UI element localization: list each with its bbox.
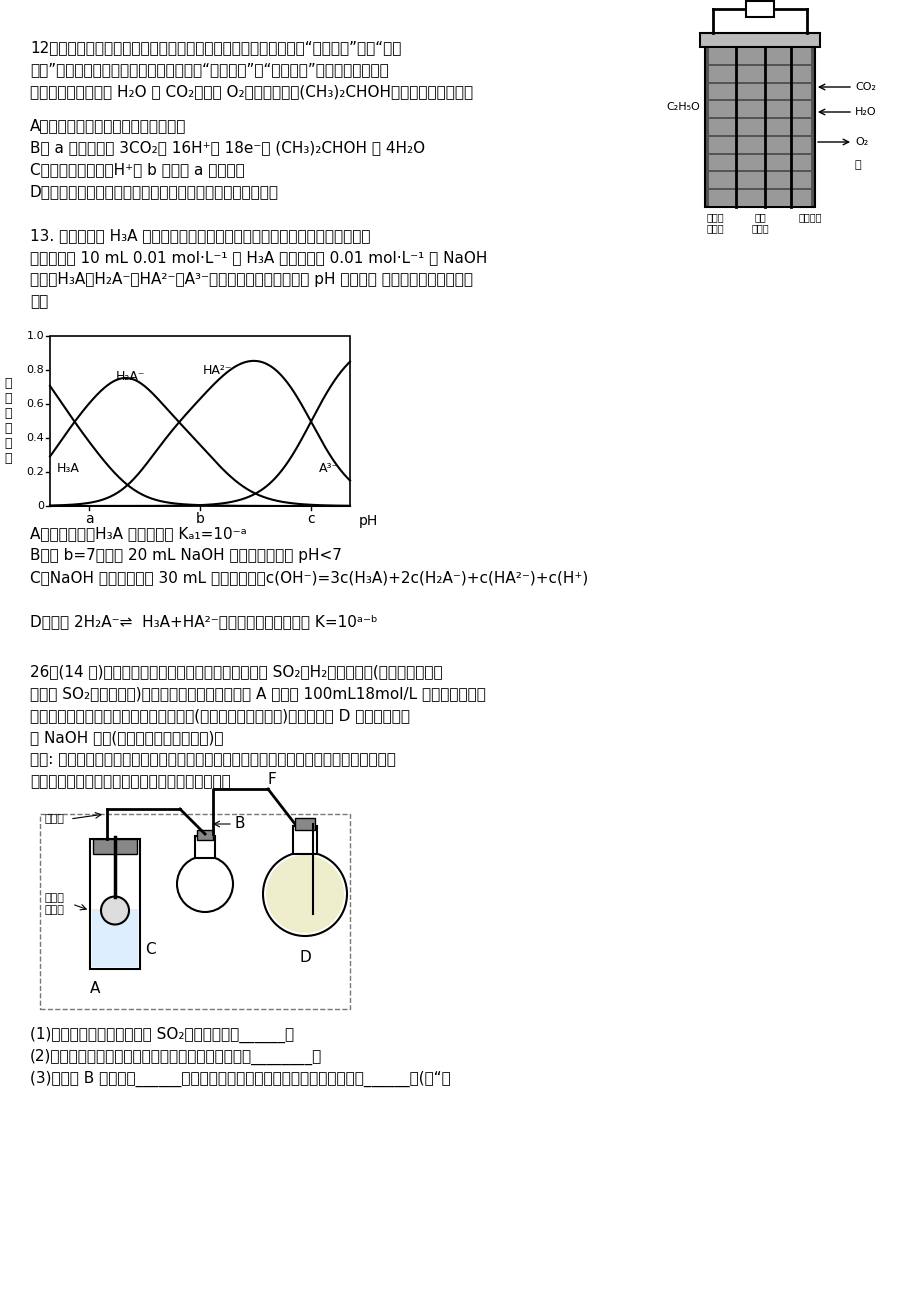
Text: A: A [90, 980, 100, 996]
Text: pH: pH [358, 514, 377, 529]
Bar [709, 102, 811, 117]
Text: A³⁻: A³⁻ [319, 462, 339, 475]
Bar [292, 825, 317, 854]
Text: 0.6: 0.6 [27, 398, 44, 409]
Text: 光: 光 [854, 160, 861, 171]
Bar [90, 838, 140, 969]
Text: 离子
交换膜: 离子 交换膜 [751, 212, 768, 233]
Text: 的是: 的是 [30, 294, 48, 309]
Text: (3)长导管 B 的作用是______，如果没有这个设计，最终测定的临界浓度会______。(填“偏: (3)长导管 B 的作用是______，如果没有这个设计，最终测定的临界浓度会_… [30, 1072, 450, 1087]
Text: 0: 0 [37, 501, 44, 510]
Text: 多孔的
塑料球: 多孔的 塑料球 [45, 893, 65, 915]
Circle shape [176, 855, 233, 911]
Text: 塑料棒上的多孔塑料球内加入足量的锤粒(塑料棒可以上下移动)，在试实瓶 D 中加入足量的: 塑料棒上的多孔塑料球内加入足量的锤粒(塑料棒可以上下移动)，在试实瓶 D 中加入… [30, 708, 410, 723]
Bar [197, 829, 213, 840]
Text: H₂O: H₂O [854, 107, 876, 117]
Bar [709, 118, 811, 135]
Text: F: F [267, 772, 277, 786]
Bar [195, 836, 215, 858]
Text: 燃烧”，属于可再生绻色液态燃料。某模拟“人工树叶”的“液态阳光”电化学实验装置如: 燃烧”，属于可再生绻色液态燃料。某模拟“人工树叶”的“液态阳光”电化学实验装置如 [30, 62, 389, 77]
Text: 时，该反应速率会明显加快并伴有大量的热放出。: 时，该反应速率会明显加快并伴有大量的热放出。 [30, 773, 231, 789]
Text: (2)在组装仪器之后，加入试实之前必须进行的操作是________。: (2)在组装仪器之后，加入试实之前必须进行的操作是________。 [30, 1049, 322, 1065]
Text: C: C [145, 941, 155, 957]
Text: 0.4: 0.4 [27, 434, 44, 443]
Bar [709, 155, 811, 171]
Text: c: c [307, 512, 314, 526]
Bar [709, 172, 811, 189]
Text: HA²⁻: HA²⁻ [203, 363, 233, 376]
Bar [704, 47, 814, 207]
Text: H₃A: H₃A [56, 462, 79, 475]
Circle shape [263, 852, 346, 936]
Bar [699, 33, 819, 47]
Circle shape [101, 897, 129, 924]
Bar [709, 190, 811, 206]
Text: C．该装置工作时，H⁺从 b 极区向 a 极区迁移: C．该装置工作时，H⁺从 b 极区向 a 极区迁移 [30, 161, 244, 177]
Text: b: b [196, 512, 204, 526]
Text: C₂H₅O: C₂H₅O [665, 102, 699, 112]
Text: D．反应 2H₂A⁻⇌  H₃A+HA²⁻在该温度下的平衡常数 K=10ᵃ⁻ᵇ: D．反应 2H₂A⁻⇌ H₃A+HA²⁻在该温度下的平衡常数 K=10ᵃ⁻ᵇ [30, 615, 377, 629]
Text: CO₂: CO₂ [854, 82, 875, 92]
Text: C．NaOH 溶液的体积为 30 mL 时，溶液中：c(OH⁻)=3c(H₃A)+2c(H₂A⁻)+c(HA²⁻)+c(H⁺): C．NaOH 溶液的体积为 30 mL 时，溶液中：c(OH⁻)=3c(H₃A)… [30, 570, 587, 585]
Text: B． a 电极反应为 3CO₂＋ 16H⁺－ 18e⁻－ (CH₃)₂CHOH ＋ 4H₂O: B． a 电极反应为 3CO₂＋ 16H⁺－ 18e⁻－ (CH₃)₂CHOH … [30, 141, 425, 155]
Text: 26．(14 分)某研究小组同学为探究锤与硫酸反应生成 SO₂、H₂的临界浓度(浓硫酸能与锤反: 26．(14 分)某研究小组同学为探究锤与硫酸反应生成 SO₂、H₂的临界浓度(… [30, 664, 442, 680]
Bar [92, 909, 138, 967]
Text: 应生成 SO₂的最低浓度)设计了如下实验。在大试管 A 中加入 100mL18mol/L 硫酸，向连接在: 应生成 SO₂的最低浓度)设计了如下实验。在大试管 A 中加入 100mL18m… [30, 686, 485, 700]
Text: 已知: 锤与浓硫酸接触，开始时反应缓慢，可以适当加热以加速其反应，当有大量气泡生成: 已知: 锤与浓硫酸接触，开始时反应缓慢，可以适当加热以加速其反应，当有大量气泡生… [30, 753, 395, 767]
Text: A．该装置将化学能转化为光能和电能: A．该装置将化学能转化为光能和电能 [30, 118, 187, 133]
Text: 0.2: 0.2 [27, 467, 44, 477]
Bar [709, 137, 811, 152]
Text: 12．最近，中国科学家在《焦耳》杂志在线发表的一篇论文中首提“液态阳光”，即“太阳: 12．最近，中国科学家在《焦耳》杂志在线发表的一篇论文中首提“液态阳光”，即“太… [30, 40, 401, 55]
Text: A．该温度下，H₃A 的电离常数 Kₐ₁=10⁻ᵃ: A．该温度下，H₃A 的电离常数 Kₐ₁=10⁻ᵃ [30, 526, 246, 542]
Text: 光洗化学: 光洗化学 [798, 212, 821, 223]
Text: 0.8: 0.8 [27, 365, 44, 375]
Text: O₂: O₂ [854, 137, 868, 147]
Text: 塑料棒: 塑料棒 [45, 814, 65, 824]
Text: 13. 某三元罧酸 H₃A 在表面活性定、洗涤定、润滑定等方面具有重要的地位。: 13. 某三元罧酸 H₃A 在表面活性定、洗涤定、润滑定等方面具有重要的地位。 [30, 228, 370, 243]
Bar [709, 83, 811, 99]
Bar [40, 814, 349, 1009]
Text: 图所示，该装置能将 H₂O 和 CO₂转化为 O₂和燃料异丙醇(CH₃)₂CHOH。下列说法正确的是: 图所示，该装置能将 H₂O 和 CO₂转化为 O₂和燃料异丙醇(CH₃)₂CHO… [30, 85, 472, 99]
Text: D: D [299, 950, 311, 965]
Text: 电化学
制化学: 电化学 制化学 [706, 212, 723, 233]
Text: 常温时，向 10 mL 0.01 mol·L⁻¹ 的 H₃A 溶液中滴入 0.01 mol·L⁻¹ 的 NaOH: 常温时，向 10 mL 0.01 mol·L⁻¹ 的 H₃A 溶液中滴入 0.0… [30, 250, 487, 266]
Text: B．若 b=7，加入 20 mL NaOH 溶液时，溶液的 pH<7: B．若 b=7，加入 20 mL NaOH 溶液时，溶液的 pH<7 [30, 548, 342, 562]
Text: 溶液，H₃A、H₂A⁻、HA²⁻、A³⁻的物质的量分数与溶液的 pH 的关系如 图所示。下列说法错误: 溶液，H₃A、H₂A⁻、HA²⁻、A³⁻的物质的量分数与溶液的 pH 的关系如 … [30, 272, 472, 286]
Text: 物
质
的
量
分
数: 物 质 的 量 分 数 [5, 378, 12, 465]
Circle shape [266, 855, 344, 934]
Bar [295, 818, 314, 829]
Bar [709, 66, 811, 82]
Text: 1.0: 1.0 [27, 331, 44, 341]
Text: 浓 NaOH 溶液(加热和夹持装置已省略)。: 浓 NaOH 溶液(加热和夹持装置已省略)。 [30, 730, 223, 745]
Text: D．异丙醇可发生氧化反应、还原反应、取代反应和聚合反应: D．异丙醇可发生氧化反应、还原反应、取代反应和聚合反应 [30, 184, 278, 199]
Bar [745, 1, 773, 17]
Text: H₂A⁻: H₂A⁻ [116, 370, 145, 383]
Text: a: a [85, 512, 93, 526]
Text: (1)请写出锤与硫酸反应产生 SO₂的化学方程式______。: (1)请写出锤与硫酸反应产生 SO₂的化学方程式______。 [30, 1027, 294, 1043]
Bar [93, 838, 137, 854]
Bar [50, 336, 349, 506]
Bar [709, 48, 811, 64]
Text: B: B [234, 816, 245, 832]
